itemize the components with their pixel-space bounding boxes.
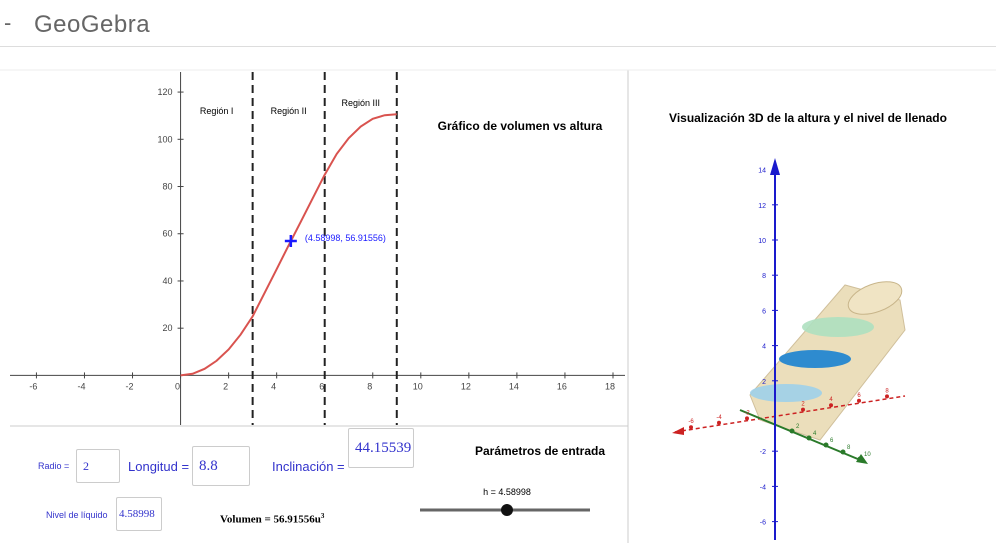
region-label: Región II <box>271 106 307 116</box>
x-tick-label: 10 <box>413 381 423 391</box>
x-tick-label: 4 <box>271 381 276 391</box>
x-tick-label: -6 <box>29 381 37 391</box>
volume: Volumen = 56.91556u3 <box>220 512 324 526</box>
level-ellipse <box>750 384 822 402</box>
y-tick-label: 6 <box>830 438 834 444</box>
point <box>285 235 297 247</box>
x-tick-label: -2 <box>126 381 134 391</box>
z-tick-label: 12 <box>758 203 766 210</box>
y-tick <box>807 436 812 441</box>
x-tick <box>717 421 721 425</box>
x-tick-label: 8 <box>885 388 889 394</box>
y-tick-label: 80 <box>163 182 173 192</box>
y-tick <box>858 457 863 462</box>
curve <box>181 114 397 375</box>
volume-value: 56.91556 <box>274 514 315 526</box>
z-tick-label: -2 <box>760 449 766 456</box>
y-tick-label: 120 <box>158 87 173 97</box>
x-tick <box>885 394 889 398</box>
inputs-title: Parámetros de entrada <box>475 444 605 458</box>
panel-title: Visualización 3D de la altura y el nivel… <box>669 111 947 125</box>
input-inclinacion[interactable]: 44.15539 <box>348 428 414 468</box>
z-tick-label: 2 <box>762 379 766 386</box>
region-label: Región III <box>341 98 380 108</box>
volume-exp: 3 <box>321 512 325 520</box>
z-tick-label: -6 <box>760 520 766 527</box>
input-radio[interactable]: 2 <box>76 449 120 483</box>
input-nivel[interactable]: 4.58998 <box>116 497 162 531</box>
x-tick-label: 18 <box>605 381 615 391</box>
arrow <box>672 427 684 435</box>
x-tick-label: 6 <box>857 393 861 399</box>
y-tick-label: 40 <box>163 276 173 286</box>
y-tick <box>841 450 846 455</box>
y-tick <box>790 429 795 434</box>
x-tick-label: -4 <box>716 415 722 421</box>
level-ellipse <box>802 317 874 337</box>
x-tick <box>689 425 693 429</box>
x-tick-label: 16 <box>557 381 567 391</box>
chart-title: Gráfico de volumen vs altura <box>438 119 603 133</box>
z-tick-label: 4 <box>762 344 766 351</box>
x-tick-label: 8 <box>367 381 372 391</box>
input-longitud[interactable]: 8.8 <box>192 446 250 486</box>
level-ellipse <box>779 350 851 368</box>
x-tick-label: -2 <box>744 410 750 416</box>
x-tick <box>801 408 805 412</box>
page: - GeoGebra Gráfico de volumen vs altura … <box>0 0 996 543</box>
label: Inclinación = <box>272 459 345 474</box>
y-tick-label: 8 <box>847 445 851 451</box>
y-tick-label: 100 <box>158 134 173 144</box>
z-tick-label: 10 <box>758 238 766 245</box>
label: Nivel de líquido <box>46 510 108 520</box>
scene-3d <box>672 158 906 540</box>
point-label: (4.58998, 56.91556) <box>305 233 386 243</box>
region-label: Región I <box>200 106 234 116</box>
z-tick-label: -4 <box>760 484 766 491</box>
arrow <box>770 158 780 175</box>
z-tick-label: 8 <box>762 273 766 280</box>
volume-label: Volumen = <box>220 514 271 526</box>
label: Longitud = <box>128 459 189 474</box>
slider-knob[interactable] <box>501 504 513 516</box>
x-tick-label: 2 <box>223 381 228 391</box>
y-tick-label: 20 <box>163 323 173 333</box>
x-tick-label: 12 <box>461 381 471 391</box>
x-tick-label: 14 <box>509 381 519 391</box>
y-tick <box>824 443 829 448</box>
y-tick-label: 10 <box>864 452 871 458</box>
x-tick-label: -4 <box>77 381 85 391</box>
slider-label: h = 4.58998 <box>483 487 531 497</box>
x-tick-label: 6 <box>319 381 324 391</box>
x-tick-label: 0 <box>175 381 180 391</box>
x-tick <box>745 416 749 420</box>
z-tick-label: 6 <box>762 308 766 315</box>
x-tick-label: -6 <box>688 419 694 425</box>
x-tick <box>829 403 833 407</box>
label: Radio = <box>38 461 69 471</box>
x-tick <box>857 399 861 403</box>
z-tick-label: 14 <box>758 168 766 175</box>
y-tick-label: 60 <box>163 229 173 239</box>
